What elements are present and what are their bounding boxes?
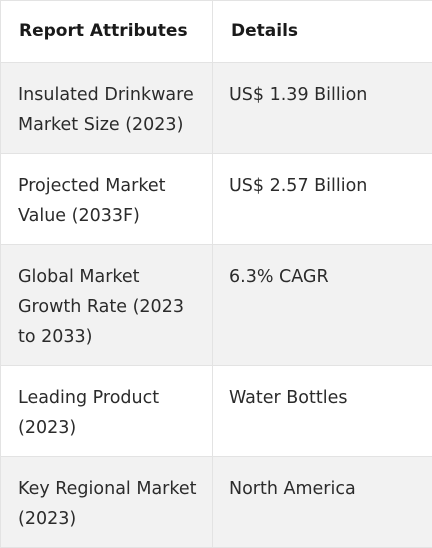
detail-cell: North America	[213, 457, 432, 548]
column-header-details: Details	[213, 1, 432, 63]
table-row: Global Market Growth Rate (2023 to 2033)…	[1, 245, 432, 366]
table-row: Key Regional Market (2023) North America	[1, 457, 432, 548]
attribute-cell: Global Market Growth Rate (2023 to 2033)	[1, 245, 213, 366]
header-row: Report Attributes Details	[1, 1, 432, 63]
table-row: Leading Product (2023) Water Bottles	[1, 366, 432, 457]
attribute-cell: Projected Market Value (2033F)	[1, 154, 213, 245]
detail-cell: Water Bottles	[213, 366, 432, 457]
table-header: Report Attributes Details	[1, 1, 432, 63]
table-body: Insulated Drinkware Market Size (2023) U…	[1, 63, 432, 548]
detail-cell: 6.3% CAGR	[213, 245, 432, 366]
table-row: Insulated Drinkware Market Size (2023) U…	[1, 63, 432, 154]
table-row: Projected Market Value (2033F) US$ 2.57 …	[1, 154, 432, 245]
column-header-attributes: Report Attributes	[1, 1, 213, 63]
detail-cell: US$ 1.39 Billion	[213, 63, 432, 154]
attribute-cell: Key Regional Market (2023)	[1, 457, 213, 548]
detail-cell: US$ 2.57 Billion	[213, 154, 432, 245]
attribute-cell: Insulated Drinkware Market Size (2023)	[1, 63, 213, 154]
attribute-cell: Leading Product (2023)	[1, 366, 213, 457]
